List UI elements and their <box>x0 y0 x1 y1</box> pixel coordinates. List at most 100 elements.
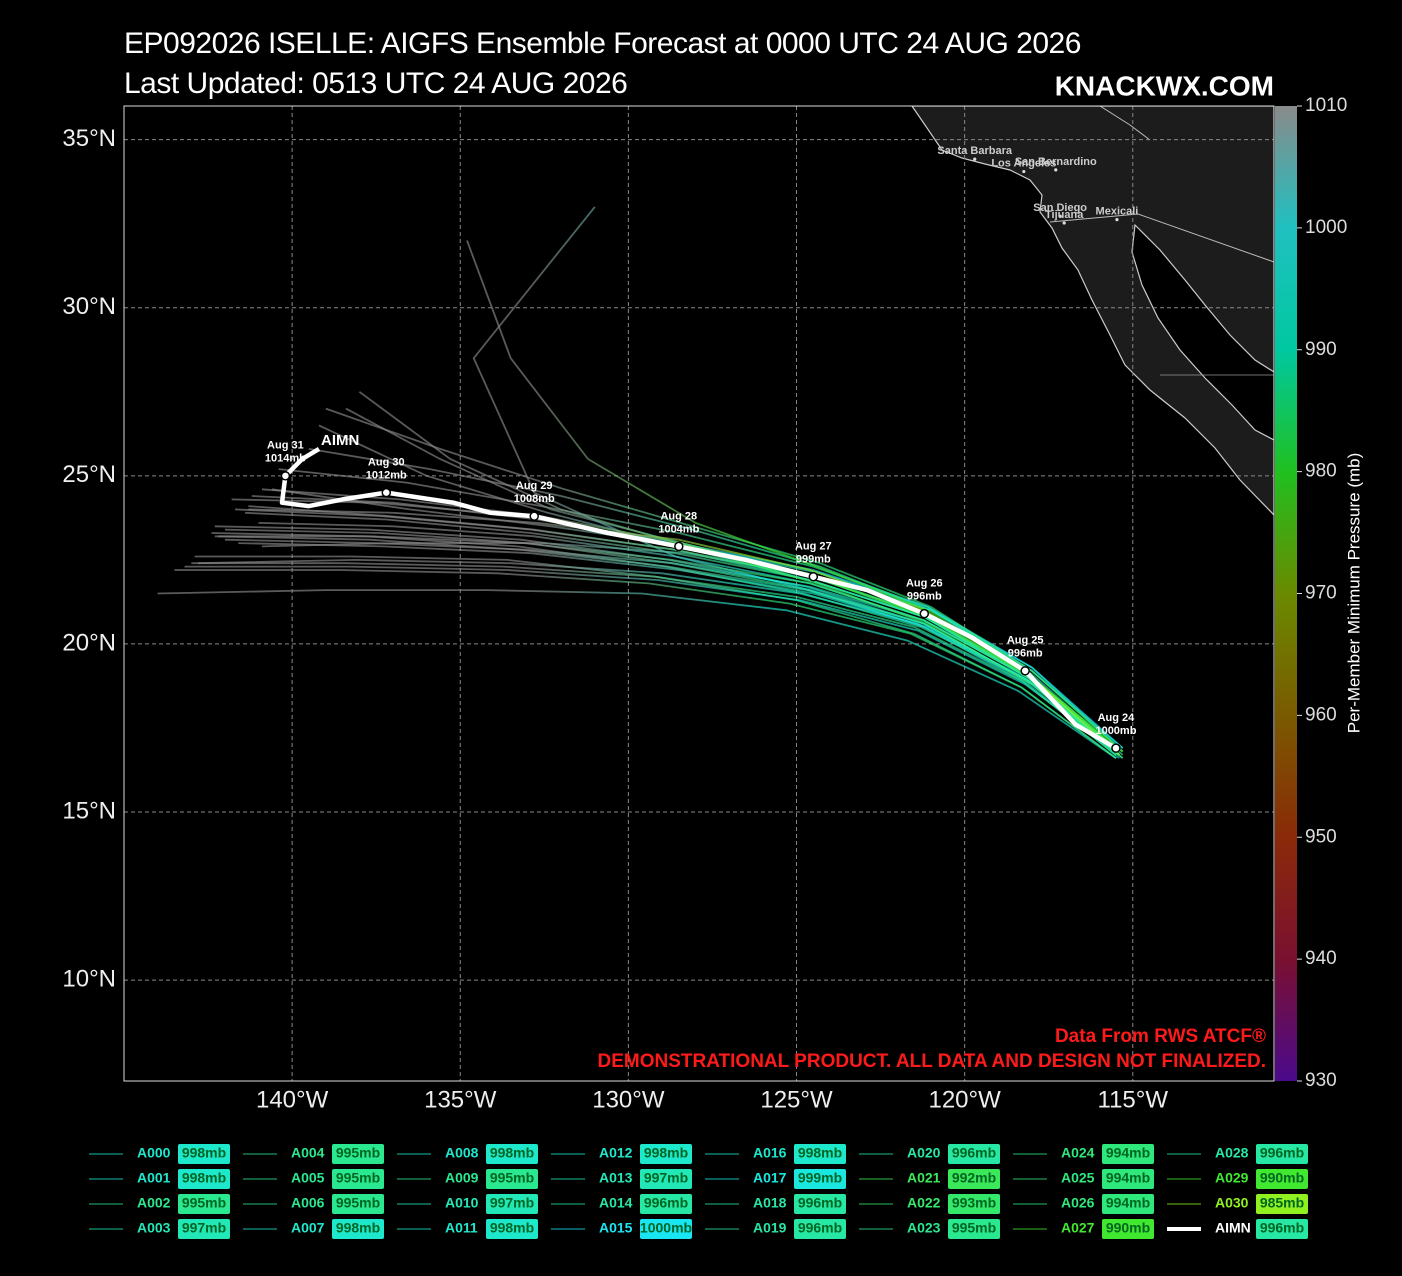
legend-pressure-box <box>640 1169 692 1189</box>
point-date: Aug 26 <box>906 578 943 590</box>
city-label: San Diego <box>1033 202 1087 214</box>
member-track <box>191 562 1117 756</box>
legend-pressure: 998mb <box>490 1220 534 1236</box>
colorbar-tick-label: 1010 <box>1305 95 1347 116</box>
point-date: Aug 29 <box>516 480 553 492</box>
chart-title: EP092026 ISELLE: AIGFS Ensemble Forecast… <box>124 27 1081 60</box>
legend-pressure: 995mb <box>336 1195 380 1211</box>
legend-name: A030 <box>1215 1195 1249 1211</box>
legend-pressure: 994mb <box>1106 1195 1150 1211</box>
gulf <box>1131 223 1274 441</box>
legend-pressure-box <box>1102 1144 1154 1164</box>
member-track <box>184 565 1120 756</box>
legend-name: A028 <box>1215 1145 1249 1161</box>
y-tick-label: 35°N <box>62 125 116 152</box>
city-dot <box>1054 168 1058 172</box>
legend-pressure-box <box>332 1144 384 1164</box>
member-track <box>251 495 1124 749</box>
legend-pressure-box <box>794 1144 846 1164</box>
legend-pressure-box <box>1256 1219 1308 1239</box>
plot-frame <box>123 105 1275 1082</box>
legend-pressure-box <box>1102 1219 1154 1239</box>
member-track <box>157 589 1117 759</box>
legend-pressure-box <box>640 1219 692 1239</box>
x-tick-label: 115°W <box>1098 1086 1169 1113</box>
land <box>911 106 1274 516</box>
legend-name: A013 <box>599 1170 633 1186</box>
y-tick-label: 10°N <box>62 965 116 992</box>
legend-pressure-box <box>948 1169 1000 1189</box>
city-label: Los Angeles <box>991 157 1056 169</box>
point-date: Aug 31 <box>267 440 304 452</box>
legend-pressure: 995mb <box>182 1195 226 1211</box>
point-date: Aug 27 <box>795 541 832 553</box>
colorbar-tick-label: 930 <box>1305 1070 1337 1091</box>
forecast-point <box>381 487 392 498</box>
legend-pressure-box <box>486 1169 538 1189</box>
point-date: Aug 25 <box>1007 635 1044 647</box>
city-dot <box>1058 214 1062 218</box>
legend-pressure: 990mb <box>1260 1170 1304 1186</box>
legend-pressure: 996mb <box>798 1195 842 1211</box>
legend-pressure: 996mb <box>1260 1145 1304 1161</box>
point-pressure: 1004mb <box>658 523 699 535</box>
x-tick-label: 120°W <box>928 1086 1001 1113</box>
legend-pressure: 985mb <box>1260 1195 1304 1211</box>
legend-name: A016 <box>753 1145 787 1161</box>
point-date: Aug 30 <box>368 457 405 469</box>
point-pressure: 996mb <box>1008 648 1043 660</box>
legend-name: A010 <box>445 1195 479 1211</box>
legend-name: A021 <box>907 1170 941 1186</box>
legend-name: A004 <box>291 1145 325 1161</box>
city-label: San Bernardino <box>1015 156 1097 168</box>
legend-name: A025 <box>1061 1170 1095 1186</box>
colorbar-label: Per-Member Minimum Pressure (mb) <box>1344 453 1363 734</box>
legend-pressure-box <box>486 1144 538 1164</box>
legend-pressure-box <box>640 1144 692 1164</box>
annotation: DEMONSTRATIONAL PRODUCT. ALL DATA AND DE… <box>598 1051 1267 1072</box>
colorbar-tick-label: 980 <box>1305 461 1337 482</box>
legend-pressure: 990mb <box>1106 1220 1150 1236</box>
legend-name: A007 <box>291 1220 325 1236</box>
forecast-point <box>529 511 539 521</box>
brand: KNACKWX.COM <box>1055 70 1274 101</box>
legend-pressure-box <box>332 1169 384 1189</box>
legend-name: AIMN <box>1215 1220 1251 1236</box>
legend-name: A005 <box>291 1170 325 1186</box>
mean-track <box>279 446 1118 751</box>
legend-pressure: 997mb <box>490 1195 534 1211</box>
legend-pressure-box <box>486 1194 538 1214</box>
colorbar-tick-label: 990 <box>1305 339 1337 360</box>
border <box>1099 106 1151 141</box>
city-dot <box>1115 218 1119 222</box>
legend-pressure: 998mb <box>182 1170 226 1186</box>
legend-pressure: 997mb <box>644 1170 688 1186</box>
legend-pressure-box <box>948 1144 1000 1164</box>
chart-subtitle: Last Updated: 0513 UTC 24 AUG 2026 <box>124 67 627 100</box>
legend-pressure: 998mb <box>798 1145 842 1161</box>
legend-pressure-box <box>794 1219 846 1239</box>
legend-name: A014 <box>599 1195 633 1211</box>
legend-pressure: 993mb <box>952 1195 996 1211</box>
y-tick-label: 15°N <box>62 797 116 824</box>
legend-name: A027 <box>1061 1220 1095 1236</box>
map <box>911 106 1274 516</box>
y-tick-label: 25°N <box>62 461 116 488</box>
legend-name: A002 <box>137 1195 171 1211</box>
legend-name: A008 <box>445 1145 479 1161</box>
legend-pressure-box <box>794 1194 846 1214</box>
member-track <box>174 569 1117 759</box>
legend-name: A022 <box>907 1195 941 1211</box>
legend-pressure: 998mb <box>336 1220 380 1236</box>
colorbar-tick-label: 1000 <box>1305 217 1347 238</box>
legend-pressure: 1000mb <box>640 1220 692 1236</box>
legend-pressure-box <box>1256 1194 1308 1214</box>
point-pressure: 1014mb <box>265 453 306 465</box>
x-tick-label: 130°W <box>592 1086 665 1113</box>
forecast-point <box>919 608 930 619</box>
x-tick-label: 140°W <box>256 1086 329 1113</box>
legend-pressure-box <box>332 1194 384 1214</box>
legend-pressure-box <box>178 1194 230 1214</box>
legend-pressure: 996mb <box>1260 1220 1304 1236</box>
